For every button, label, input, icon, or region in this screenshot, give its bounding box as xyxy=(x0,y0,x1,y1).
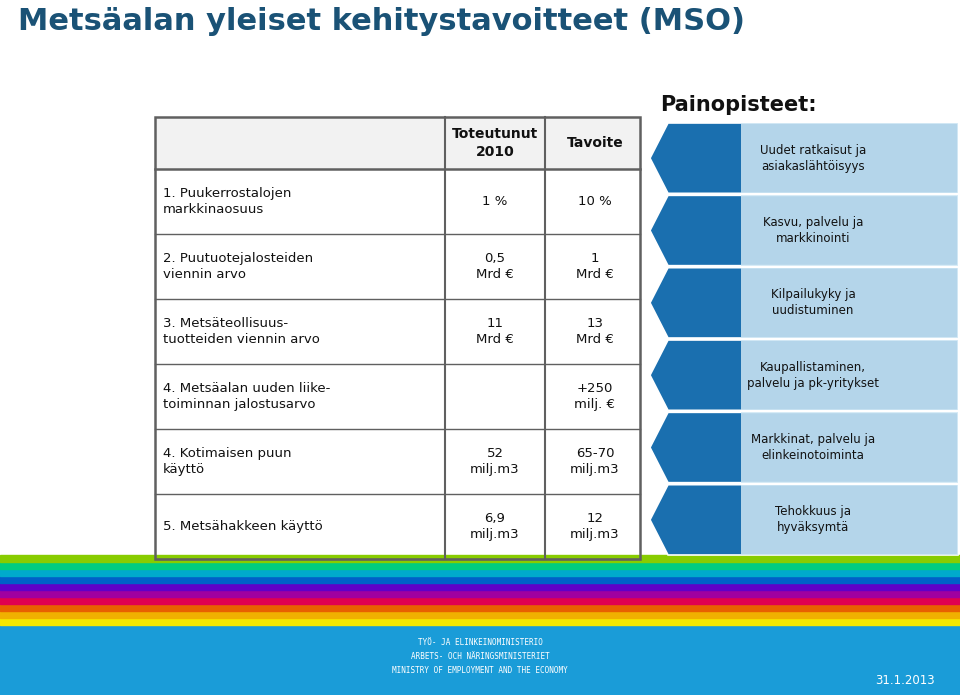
Polygon shape xyxy=(650,268,958,338)
Polygon shape xyxy=(650,484,958,555)
Polygon shape xyxy=(740,340,958,410)
Text: 11
Mrd €: 11 Mrd € xyxy=(476,317,514,346)
Polygon shape xyxy=(650,123,958,193)
Bar xyxy=(155,117,640,559)
Polygon shape xyxy=(650,195,958,265)
Polygon shape xyxy=(650,340,958,410)
Text: 2. Puutuotejalosteiden
viennin arvo: 2. Puutuotejalosteiden viennin arvo xyxy=(163,252,313,281)
Text: Kaupallistaminen,
palvelu ja pk-yritykset: Kaupallistaminen, palvelu ja pk-yritykse… xyxy=(747,361,879,390)
Bar xyxy=(0,625,960,695)
Bar xyxy=(0,576,960,583)
Text: Toteutunut
2010: Toteutunut 2010 xyxy=(452,127,539,158)
Text: 12
milj.m3: 12 milj.m3 xyxy=(570,512,620,541)
Text: 31.1.2013: 31.1.2013 xyxy=(876,674,935,687)
Bar xyxy=(0,555,960,562)
Text: Kasvu, palvelu ja
markkinointi: Kasvu, palvelu ja markkinointi xyxy=(763,216,863,245)
Text: Tavoite: Tavoite xyxy=(566,136,623,150)
Text: 1 %: 1 % xyxy=(482,195,508,208)
Text: 5. Metsähakkeen käyttö: 5. Metsähakkeen käyttö xyxy=(163,520,323,533)
Polygon shape xyxy=(740,195,958,265)
Text: Uudet ratkaisut ja
asiakaslähtöisyys: Uudet ratkaisut ja asiakaslähtöisyys xyxy=(760,144,866,172)
Bar xyxy=(0,562,960,569)
Polygon shape xyxy=(650,412,958,482)
Text: 3. Metsäteollisuus-
tuotteiden viennin arvo: 3. Metsäteollisuus- tuotteiden viennin a… xyxy=(163,317,320,346)
Text: Markkinat, palvelu ja
elinkeinotoiminta: Markkinat, palvelu ja elinkeinotoiminta xyxy=(751,433,876,462)
Text: Tehokkuus ja
hyväksymtä: Tehokkuus ja hyväksymtä xyxy=(775,505,851,534)
Polygon shape xyxy=(740,484,958,555)
Text: 65-70
milj.m3: 65-70 milj.m3 xyxy=(570,447,620,476)
Bar xyxy=(0,590,960,597)
Text: 52
milj.m3: 52 milj.m3 xyxy=(470,447,519,476)
Text: 4. Kotimaisen puun
käyttö: 4. Kotimaisen puun käyttö xyxy=(163,447,292,476)
Bar xyxy=(0,618,960,625)
Text: 13
Mrd €: 13 Mrd € xyxy=(576,317,614,346)
Bar xyxy=(0,611,960,618)
Text: 4. Metsäalan uuden liike-
toiminnan jalostusarvo: 4. Metsäalan uuden liike- toiminnan jalo… xyxy=(163,382,330,411)
Text: 1
Mrd €: 1 Mrd € xyxy=(576,252,614,281)
Bar xyxy=(0,583,960,590)
Text: 6,9
milj.m3: 6,9 milj.m3 xyxy=(470,512,519,541)
Bar xyxy=(155,117,640,169)
Text: Painopisteet:: Painopisteet: xyxy=(660,95,817,115)
Text: +250
milj. €: +250 milj. € xyxy=(574,382,615,411)
Bar xyxy=(0,597,960,604)
Text: Kilpailukyky ja
uudistuminen: Kilpailukyky ja uudistuminen xyxy=(771,288,855,318)
Text: 0,5
Mrd €: 0,5 Mrd € xyxy=(476,252,514,281)
Polygon shape xyxy=(740,412,958,482)
Bar xyxy=(0,604,960,611)
Text: 10 %: 10 % xyxy=(578,195,612,208)
Text: 1. Puukerrostalojen
markkinaosuus: 1. Puukerrostalojen markkinaosuus xyxy=(163,187,292,216)
Text: TYÖ- JA ELINKEINOMINISTERIO
ARBETS- OCH NÄRINGSMINISTERIET
MINISTRY OF EMPLOYMEN: TYÖ- JA ELINKEINOMINISTERIO ARBETS- OCH … xyxy=(392,638,568,675)
Polygon shape xyxy=(740,268,958,338)
Polygon shape xyxy=(740,123,958,193)
Text: Metsäalan yleiset kehitystavoitteet (MSO): Metsäalan yleiset kehitystavoitteet (MSO… xyxy=(18,7,745,36)
Bar xyxy=(0,569,960,576)
